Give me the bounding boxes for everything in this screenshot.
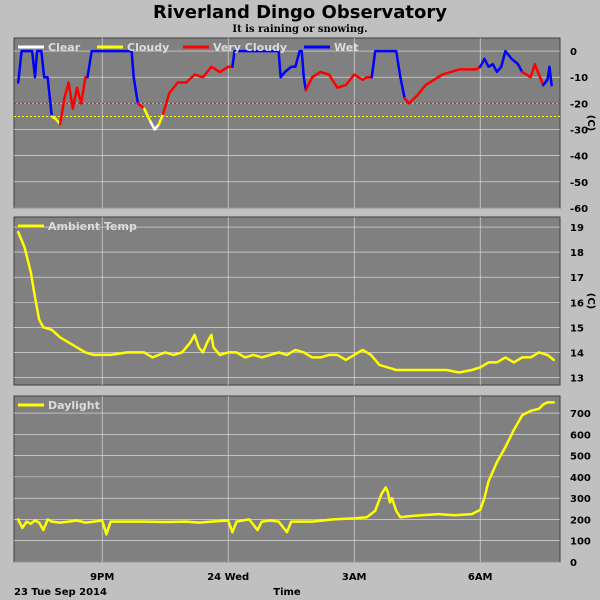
- page-subtitle: It is raining or snowing.: [232, 24, 367, 35]
- x-tick-label: 6AM: [468, 572, 493, 583]
- series-line-cloudy: [142, 107, 152, 123]
- x-tick-label: 9PM: [90, 572, 114, 583]
- series-line-wet: [231, 49, 308, 92]
- series-line-wet: [541, 65, 553, 87]
- panel-ambient-temp: 13 14 15 16 17 18 19 (C) Ambient Temp: [13, 216, 596, 386]
- series-line-very-cloudy: [403, 65, 482, 105]
- legend-label: Clear: [48, 41, 81, 54]
- y-tick-label: 18: [570, 248, 584, 259]
- y-tick-label: 13: [570, 373, 584, 384]
- series-line-daylight: [16, 401, 555, 536]
- series-line-wet: [478, 49, 524, 74]
- panel-cloud-sky: 0 -10 -20 -30 -40 -50 -60 (C) Clear Cloudy Very Cl…: [13, 37, 596, 215]
- panel-daylight: 0 100 200 300 400 500 600 700 Daylight: [13, 395, 591, 569]
- y-tick-label: 500: [570, 452, 591, 463]
- x-start-label: 23 Tue Sep 2014: [14, 587, 107, 598]
- series-line-very-cloudy: [136, 102, 146, 110]
- series-line-cloudy: [157, 112, 165, 126]
- plot-area: [13, 37, 561, 209]
- y-tick-label: 100: [570, 537, 591, 548]
- legend-label: Cloudy: [127, 41, 169, 54]
- series-line-wet: [16, 49, 54, 118]
- series-line-ambient-temp: [16, 230, 555, 374]
- y-tick-label: 400: [570, 473, 591, 484]
- y-tick-label: 0: [570, 558, 577, 569]
- series-line-wet: [370, 49, 406, 100]
- legend-label: Daylight: [48, 399, 100, 412]
- series-line-very-cloudy: [161, 65, 234, 116]
- series-line-cloudy: [50, 115, 62, 126]
- y-tick-label: 700: [570, 409, 591, 420]
- plot-area: [13, 395, 561, 563]
- x-tick-label: 24 Wed: [207, 572, 249, 583]
- y-axis-label: (C): [585, 115, 596, 131]
- legend-label: Very Cloudy: [213, 41, 287, 54]
- series-line-very-cloudy: [58, 75, 89, 126]
- legend-label: Ambient Temp: [48, 220, 137, 233]
- legend-label: Wet: [334, 41, 358, 54]
- y-tick-label: -20: [570, 99, 588, 110]
- y-tick-label: -50: [570, 178, 588, 189]
- y-tick-label: 300: [570, 494, 591, 505]
- y-tick-label: -40: [570, 152, 588, 163]
- y-tick-label: 600: [570, 430, 591, 441]
- y-tick-label: -30: [570, 126, 588, 137]
- x-axis-label: Time: [273, 587, 301, 598]
- x-tick-label: 3AM: [342, 572, 367, 583]
- plot-area: [13, 216, 561, 386]
- series-line-very-cloudy: [304, 70, 374, 92]
- y-tick-label: -60: [570, 204, 588, 215]
- series-line-wet: [86, 49, 140, 105]
- y-tick-label: 0: [570, 47, 577, 58]
- y-tick-label: 200: [570, 515, 591, 526]
- y-tick-label: 16: [570, 298, 584, 309]
- y-tick-label: 15: [570, 323, 584, 334]
- page-title: Riverland Dingo Observatory: [153, 2, 447, 23]
- y-tick-label: 17: [570, 273, 584, 284]
- y-tick-label: -10: [570, 73, 588, 84]
- series-line-very-cloudy: [520, 62, 545, 87]
- y-tick-label: 19: [570, 223, 584, 234]
- series-line-clear: [149, 120, 161, 131]
- y-tick-label: 14: [570, 348, 584, 359]
- y-axis-label: (C): [585, 293, 596, 309]
